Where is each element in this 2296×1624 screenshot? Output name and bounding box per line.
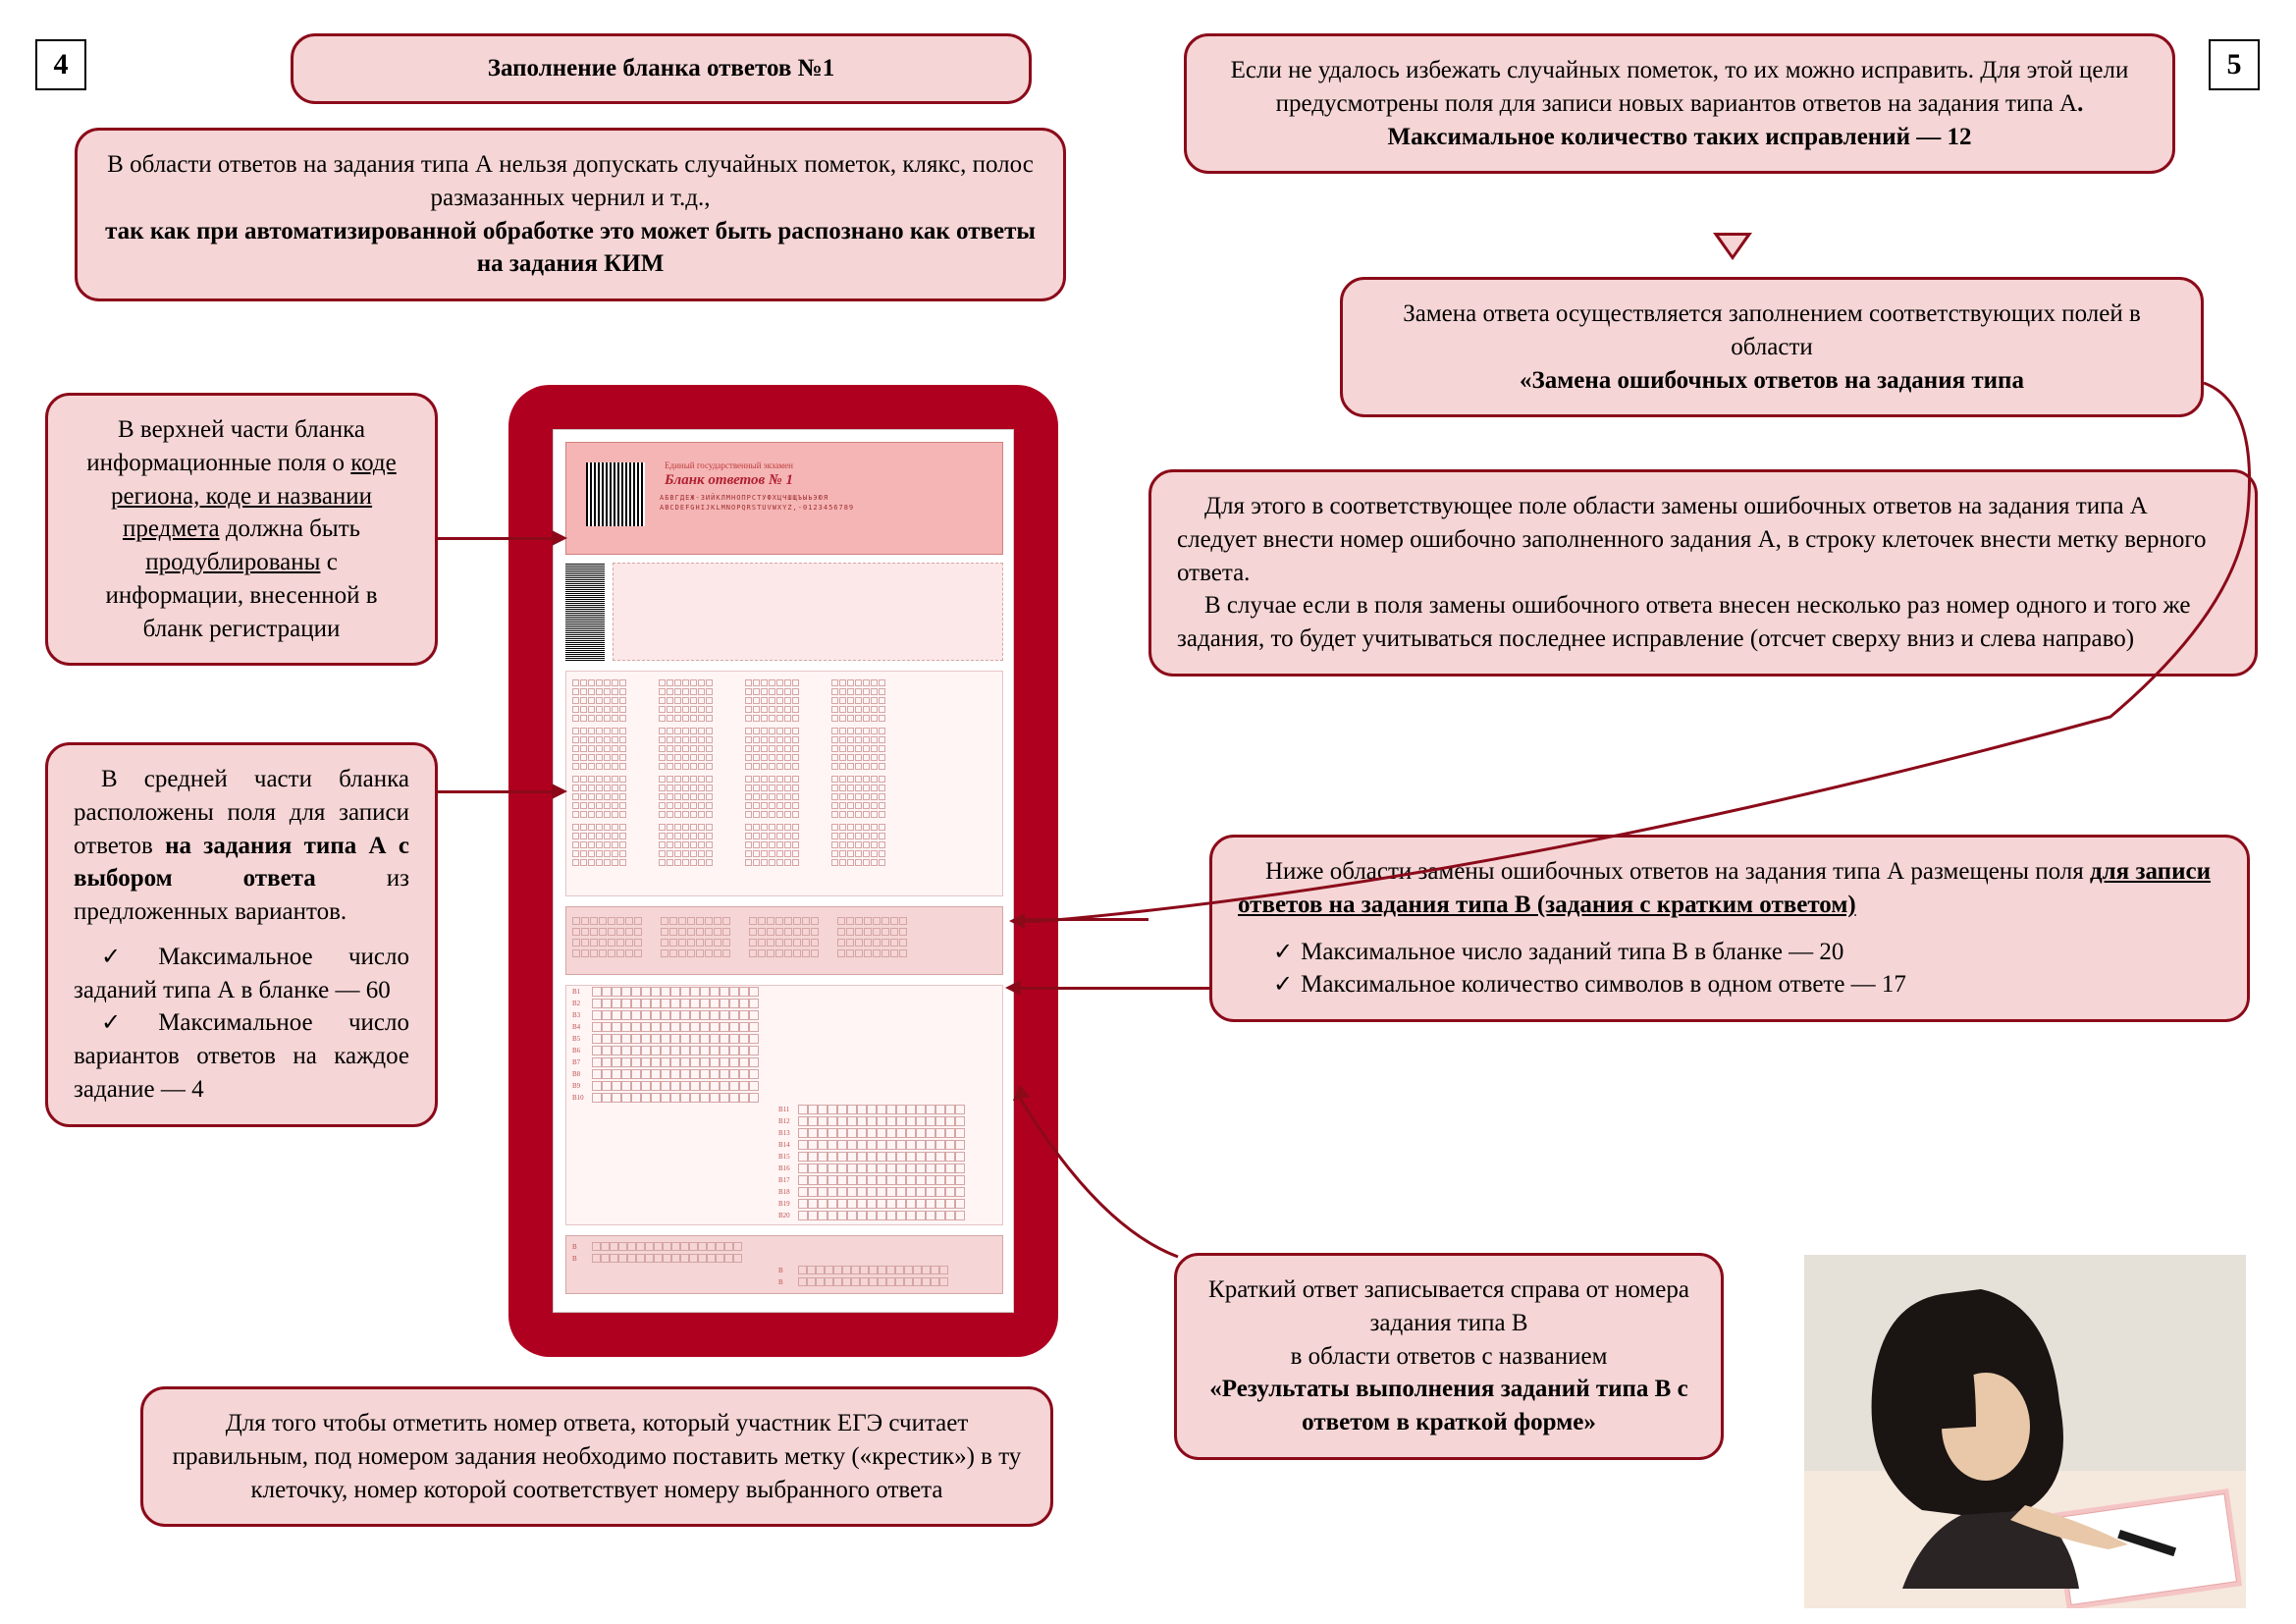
check-icon: ✓ — [1273, 971, 1293, 998]
form-background: Единый государственный экзамен Бланк отв… — [508, 385, 1058, 1357]
arrow-head-icon — [552, 530, 567, 546]
barcode-icon — [586, 462, 645, 526]
connector-line — [438, 790, 556, 793]
check-icon: ✓ — [1273, 939, 1293, 965]
form-info-region — [613, 563, 1003, 661]
form-section-a — [565, 671, 1003, 896]
connector-line — [1016, 987, 1212, 990]
box-typeB-fields: Ниже области замены ошибочных ответов на… — [1209, 835, 2250, 1022]
box-replace-detail: Для этого в соответствующее поле области… — [1148, 469, 2258, 677]
form-sheet: Единый государственный экзамен Бланк отв… — [553, 429, 1014, 1313]
box-typeA-fields: В средней части бланка расположены поля … — [45, 742, 438, 1127]
photo-student — [1804, 1255, 2246, 1608]
arrow-head-icon — [1005, 980, 1021, 996]
arrow-head-icon — [1009, 913, 1025, 929]
page-number-right: 5 — [2209, 39, 2260, 90]
check-icon: ✓ — [101, 944, 150, 970]
arrow-head-icon — [552, 784, 567, 799]
connector-line — [1016, 918, 1148, 921]
title-text: Заполнение бланка ответов №1 — [488, 55, 834, 81]
warn-line1: В области ответов на задания типа А нель… — [103, 148, 1038, 215]
page-number-left: 4 — [35, 39, 86, 90]
box-replace-label: Замена ответа осуществляется заполнением… — [1340, 277, 2204, 417]
box-corrections: Если не удалось избежать случайных помет… — [1184, 33, 2175, 174]
box-header-dup: В верхней части бланка информационные по… — [45, 393, 438, 666]
box-cross-instruction: Для того чтобы отметить номер ответа, ко… — [140, 1386, 1053, 1527]
box-typeB-result: Краткий ответ записывается справа от ном… — [1174, 1253, 1724, 1460]
connector-line — [438, 537, 556, 540]
arrow-down-icon — [1713, 233, 1752, 260]
warn-line2: так как при автоматизированной обработке… — [103, 215, 1038, 282]
form-section-a-swap — [565, 906, 1003, 975]
barcode-side-icon — [565, 563, 605, 661]
form-header: Единый государственный экзамен Бланк отв… — [565, 442, 1003, 555]
form-section-b-swap: BBBB — [565, 1235, 1003, 1294]
title-box: Заполнение бланка ответов №1 — [291, 33, 1032, 104]
box-typeA-warning: В области ответов на задания типа А нель… — [75, 128, 1066, 301]
check-icon: ✓ — [101, 1009, 150, 1036]
form-section-b: B1B2B3B4B5B6B7B8B9B10B11B12B13B14B15B16B… — [565, 985, 1003, 1225]
